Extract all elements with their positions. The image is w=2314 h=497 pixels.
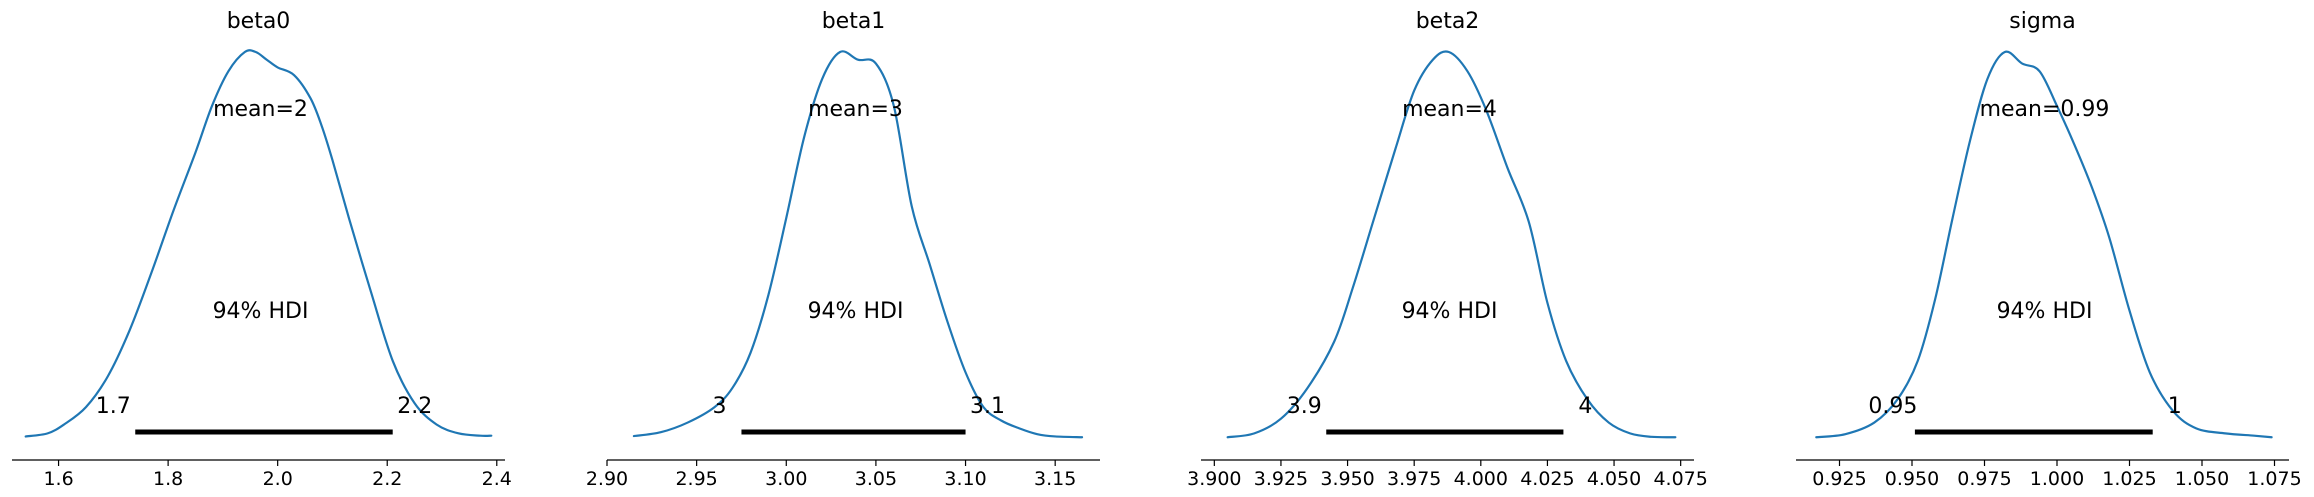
- x-tick-label: 0.925: [1812, 468, 1866, 490]
- panel-beta1: beta1 mean=3 94% HDI 3 3.1 2.90 2.95 3.00 3.05 3.…: [586, 9, 1100, 490]
- mean-label: mean=0.99: [1980, 97, 2110, 122]
- x-tick-label: 2.4: [482, 468, 512, 490]
- x-tick-label: 2.95: [675, 468, 717, 490]
- x-tick-label: 3.925: [1254, 468, 1308, 490]
- panel-title: beta2: [1416, 9, 1480, 34]
- mean-label: mean=3: [808, 97, 903, 122]
- panel-title: sigma: [2009, 9, 2075, 34]
- x-tick-label: 4.000: [1454, 468, 1508, 490]
- density-curve: [1815, 50, 2273, 439]
- hdi-high-label: 3.1: [970, 394, 1005, 419]
- x-tick-label: 3.05: [855, 468, 897, 490]
- x-tick-label: 1.000: [2030, 468, 2084, 490]
- hdi-low-label: 1.7: [96, 394, 131, 419]
- mean-label: mean=4: [1402, 97, 1497, 122]
- hdi-label: 94% HDI: [1997, 299, 2093, 324]
- x-tick-label: 3.10: [944, 468, 986, 490]
- x-tick-label: 1.050: [2175, 468, 2229, 490]
- panel-title: beta1: [822, 9, 886, 34]
- hdi-high-label: 4: [1578, 394, 1592, 419]
- panel-beta0: beta0 mean=2 94% HDI 1.7 2.2 1.6 1.8 2.0 2.2 2.4: [12, 9, 512, 490]
- x-tick-label: 3.950: [1320, 468, 1374, 490]
- hdi-low-label: 0.95: [1868, 394, 1917, 419]
- x-tick-label: 1.075: [2247, 468, 2301, 490]
- hdi-label: 94% HDI: [213, 299, 309, 324]
- hdi-high-label: 1: [2168, 394, 2182, 419]
- x-tick-label: 1.025: [2102, 468, 2156, 490]
- x-tick-label: 4.075: [1653, 468, 1707, 490]
- panel-sigma: sigma mean=0.99 94% HDI 0.95 1 0.925 0.950 0.97…: [1796, 9, 2302, 490]
- hdi-low-label: 3.9: [1287, 394, 1322, 419]
- panel-beta2: beta2 mean=4 94% HDI 3.9 4 3.900 3.925 3.950 3.9…: [1187, 9, 1708, 490]
- x-tick-label: 4.050: [1587, 468, 1641, 490]
- x-tick-label: 1.6: [43, 468, 73, 490]
- density-curve: [24, 49, 493, 438]
- density-curve: [632, 50, 1084, 439]
- x-tick-label: 3.00: [765, 468, 807, 490]
- x-tick-label: 3.900: [1187, 468, 1241, 490]
- hdi-label: 94% HDI: [808, 299, 904, 324]
- x-tick-label: 0.950: [1885, 468, 1939, 490]
- hdi-label: 94% HDI: [1402, 299, 1498, 324]
- x-tick-label: 3.15: [1034, 468, 1076, 490]
- x-tick-label: 2.90: [586, 468, 628, 490]
- x-tick-label: 4.025: [1520, 468, 1574, 490]
- hdi-high-label: 2.2: [397, 394, 432, 419]
- x-tick-label: 2.0: [263, 468, 293, 490]
- x-tick-label: 3.975: [1387, 468, 1441, 490]
- x-tick-label: 2.2: [372, 468, 402, 490]
- panel-title: beta0: [227, 9, 291, 34]
- x-tick-label: 1.8: [153, 468, 183, 490]
- density-curve: [1226, 50, 1677, 439]
- mean-label: mean=2: [213, 97, 308, 122]
- hdi-low-label: 3: [712, 394, 726, 419]
- x-tick-label: 0.975: [1957, 468, 2011, 490]
